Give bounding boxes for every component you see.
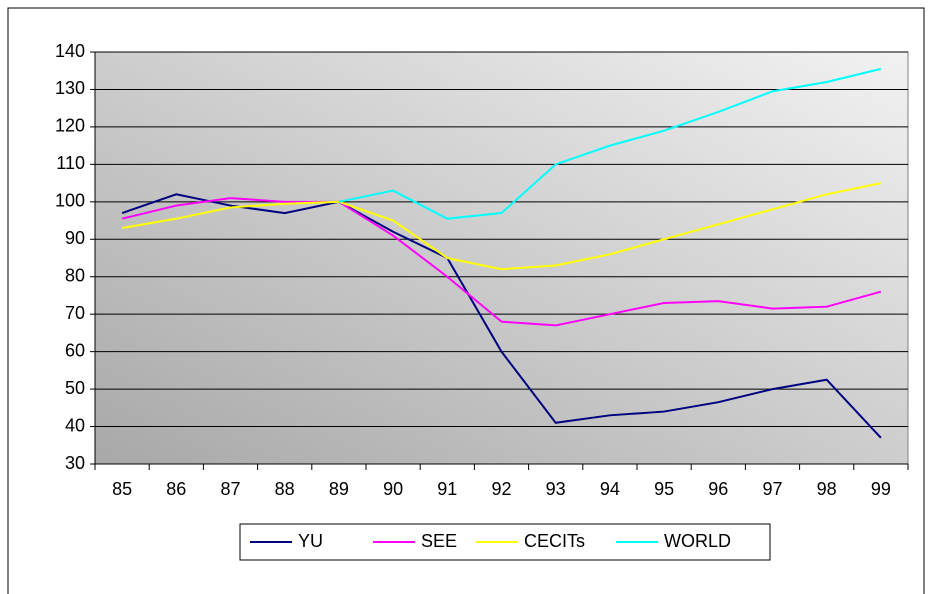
y-tick-label: 60 — [65, 340, 85, 360]
series-line — [121, 193, 882, 439]
x-tick-label: 98 — [817, 479, 837, 499]
x-tick-label: 91 — [437, 479, 457, 499]
x-tick-label: 99 — [871, 479, 891, 499]
legend-label: SEE — [421, 531, 457, 551]
x-tick-label: 85 — [112, 479, 132, 499]
y-tick-label: 40 — [65, 415, 85, 435]
x-tick-label: 96 — [708, 479, 728, 499]
y-tick-label: 140 — [55, 41, 85, 61]
plot-area — [94, 51, 909, 465]
series-line — [121, 182, 882, 271]
x-tick-label: 89 — [329, 479, 349, 499]
x-tick-label: 87 — [220, 479, 240, 499]
x-tick-label: 88 — [275, 479, 295, 499]
legend-label: YU — [298, 531, 323, 551]
legend-label: CECITs — [524, 531, 585, 551]
x-tick-label: 90 — [383, 479, 403, 499]
x-tick-label: 97 — [762, 479, 782, 499]
y-tick-label: 80 — [65, 265, 85, 285]
legend-label: WORLD — [664, 531, 731, 551]
x-tick-label: 86 — [166, 479, 186, 499]
x-tick-label: 93 — [546, 479, 566, 499]
y-tick-label: 70 — [65, 303, 85, 323]
y-tick-label: 120 — [55, 116, 85, 136]
y-tick-label: 100 — [55, 191, 85, 211]
y-tick-label: 90 — [65, 228, 85, 248]
x-tick-label: 92 — [491, 479, 511, 499]
series-line — [121, 197, 882, 327]
series-line — [338, 67, 882, 220]
x-tick-label: 95 — [654, 479, 674, 499]
y-tick-label: 110 — [56, 153, 85, 173]
x-tick-label: 94 — [600, 479, 620, 499]
y-tick-label: 130 — [55, 78, 85, 98]
y-tick-label: 30 — [65, 453, 85, 473]
y-tick-label: 50 — [65, 378, 85, 398]
